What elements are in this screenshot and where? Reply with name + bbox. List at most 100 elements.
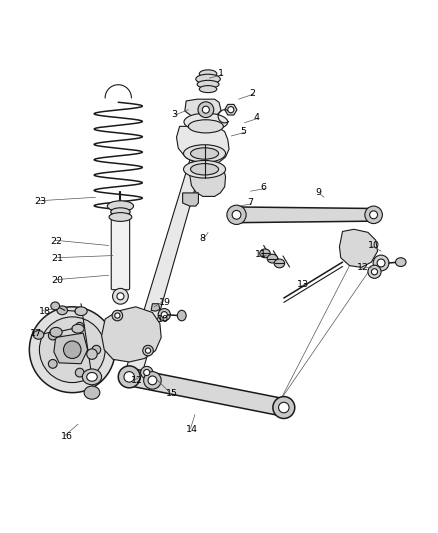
Circle shape	[112, 310, 123, 321]
Polygon shape	[234, 207, 376, 223]
Circle shape	[145, 348, 151, 353]
Text: 11: 11	[255, 250, 267, 259]
Circle shape	[273, 397, 295, 418]
Ellipse shape	[184, 113, 228, 131]
Circle shape	[227, 205, 246, 224]
Text: 15: 15	[166, 389, 177, 398]
Circle shape	[371, 269, 378, 275]
Ellipse shape	[197, 80, 219, 88]
Polygon shape	[339, 229, 378, 268]
Circle shape	[144, 369, 150, 376]
Text: 14: 14	[186, 425, 198, 434]
Text: 6: 6	[261, 183, 267, 192]
FancyBboxPatch shape	[111, 209, 130, 290]
Polygon shape	[190, 162, 226, 197]
Ellipse shape	[57, 306, 67, 314]
Circle shape	[113, 288, 128, 304]
Text: 16: 16	[60, 432, 72, 441]
Circle shape	[117, 293, 124, 300]
Polygon shape	[102, 307, 161, 362]
Circle shape	[368, 265, 381, 278]
Text: 5: 5	[240, 127, 246, 136]
Ellipse shape	[199, 86, 217, 93]
Circle shape	[118, 366, 140, 388]
Polygon shape	[177, 126, 229, 164]
Text: 20: 20	[52, 276, 64, 285]
Polygon shape	[54, 333, 88, 364]
Text: 18: 18	[39, 306, 50, 316]
Ellipse shape	[196, 74, 220, 84]
Circle shape	[228, 107, 234, 113]
Circle shape	[202, 106, 209, 113]
Polygon shape	[123, 104, 219, 381]
Ellipse shape	[188, 120, 223, 133]
Circle shape	[75, 322, 84, 331]
Text: 12: 12	[131, 376, 142, 385]
Circle shape	[365, 206, 382, 223]
Ellipse shape	[274, 259, 285, 268]
Circle shape	[148, 376, 157, 385]
Circle shape	[29, 307, 115, 393]
Ellipse shape	[396, 258, 406, 266]
Circle shape	[232, 211, 241, 219]
Text: 13: 13	[297, 280, 309, 289]
Ellipse shape	[107, 201, 134, 211]
Text: 2: 2	[250, 88, 256, 98]
Circle shape	[115, 313, 120, 318]
Ellipse shape	[50, 327, 62, 337]
Ellipse shape	[72, 324, 84, 333]
Circle shape	[49, 359, 57, 368]
Ellipse shape	[267, 254, 278, 263]
Ellipse shape	[184, 145, 226, 162]
Ellipse shape	[111, 208, 130, 216]
Circle shape	[75, 368, 84, 377]
Text: 10: 10	[157, 316, 169, 325]
Ellipse shape	[84, 386, 100, 399]
Circle shape	[92, 345, 101, 354]
Text: 8: 8	[199, 233, 205, 243]
Ellipse shape	[33, 330, 44, 339]
Text: 4: 4	[253, 113, 259, 122]
Ellipse shape	[199, 70, 217, 78]
Circle shape	[39, 317, 105, 383]
Ellipse shape	[191, 164, 219, 175]
Ellipse shape	[87, 373, 97, 381]
Circle shape	[143, 345, 153, 356]
Ellipse shape	[82, 369, 102, 385]
Polygon shape	[127, 368, 286, 416]
Text: 12: 12	[357, 263, 369, 272]
Ellipse shape	[177, 310, 186, 321]
Polygon shape	[183, 193, 198, 206]
Text: 10: 10	[368, 241, 380, 250]
Ellipse shape	[51, 302, 60, 310]
Ellipse shape	[75, 307, 87, 316]
Circle shape	[49, 331, 57, 340]
Text: 17: 17	[30, 328, 42, 337]
Circle shape	[141, 366, 153, 378]
Text: 19: 19	[159, 298, 170, 307]
Circle shape	[87, 349, 97, 359]
Text: 9: 9	[315, 189, 321, 197]
Text: 22: 22	[50, 237, 62, 246]
Circle shape	[161, 312, 167, 318]
Text: 7: 7	[247, 198, 254, 207]
Ellipse shape	[260, 249, 270, 258]
Ellipse shape	[191, 148, 219, 159]
Circle shape	[158, 309, 170, 321]
Text: 3: 3	[171, 110, 177, 118]
Polygon shape	[185, 99, 221, 120]
Text: 21: 21	[52, 254, 64, 263]
Circle shape	[144, 372, 161, 389]
Circle shape	[198, 102, 214, 118]
Circle shape	[370, 211, 378, 219]
Polygon shape	[225, 104, 237, 115]
Ellipse shape	[109, 213, 132, 221]
Text: 23: 23	[34, 197, 46, 206]
Circle shape	[64, 341, 81, 359]
Polygon shape	[151, 304, 160, 311]
Circle shape	[373, 255, 389, 271]
Circle shape	[124, 372, 134, 382]
Ellipse shape	[184, 160, 226, 178]
Circle shape	[377, 259, 385, 267]
Circle shape	[279, 402, 289, 413]
